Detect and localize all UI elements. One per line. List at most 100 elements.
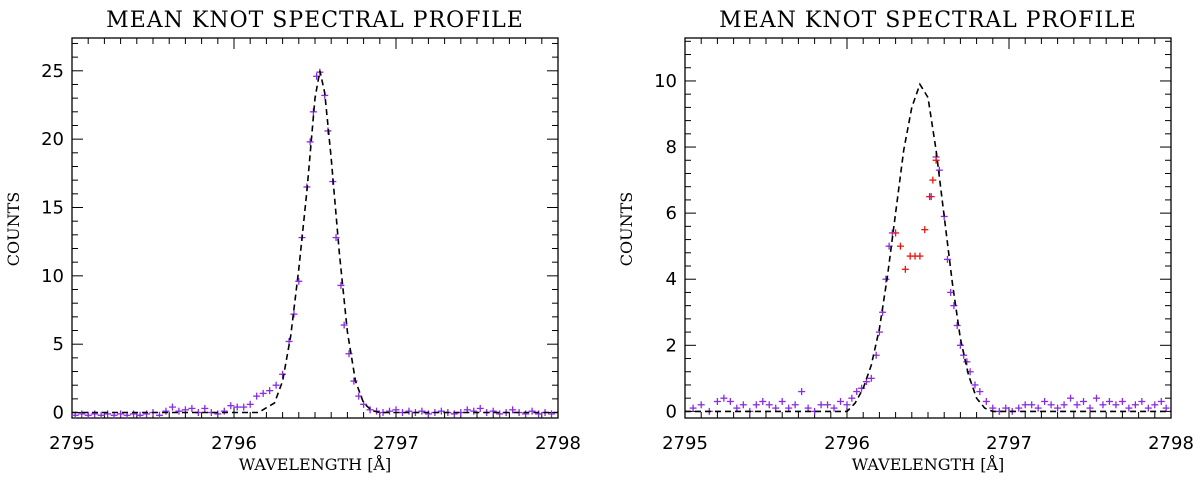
data-point — [117, 410, 125, 418]
data-point — [489, 407, 497, 415]
data-point — [1073, 401, 1081, 409]
data-point — [817, 401, 825, 409]
y-axis-label: COUNTS — [4, 192, 23, 266]
data-point — [259, 389, 267, 397]
data-point — [1021, 401, 1029, 409]
data-point — [848, 394, 856, 402]
x-tick-label: 2797 — [986, 433, 1032, 454]
data-point — [366, 406, 374, 414]
fit-curve — [685, 82, 1171, 413]
data-point — [246, 400, 254, 408]
data-point — [162, 407, 170, 415]
highlight-data-point — [901, 265, 909, 273]
data-point — [752, 401, 760, 409]
data-point — [785, 404, 793, 412]
x-tick-label: 2796 — [211, 433, 257, 454]
data-point — [950, 302, 958, 310]
data-point — [233, 403, 241, 411]
data-point — [548, 410, 556, 418]
data-point — [285, 337, 293, 345]
data-point — [956, 341, 964, 349]
data-point — [1157, 397, 1165, 405]
data-point — [355, 392, 363, 400]
data-point — [1118, 397, 1126, 405]
data-point — [528, 407, 536, 415]
highlight-data-point — [929, 176, 937, 184]
chart-title: MEAN KNOT SPECTRAL PROFILE — [719, 8, 1137, 33]
data-point — [739, 401, 747, 409]
y-tick-label: 6 — [666, 203, 677, 224]
y-tick-label: 0 — [666, 401, 677, 422]
y-tick-label: 25 — [41, 61, 64, 82]
data-point — [136, 411, 144, 419]
data-point — [1092, 394, 1100, 402]
x-tick-label: 2798 — [1148, 433, 1194, 454]
data-point — [1034, 404, 1042, 412]
x-tick-label: 2796 — [824, 433, 870, 454]
data-point — [778, 397, 786, 405]
x-axis-label: WAVELENGTH [Å] — [239, 454, 391, 474]
data-point — [843, 401, 851, 409]
data-point — [1086, 404, 1094, 412]
data-point — [306, 138, 314, 146]
data-point — [1099, 401, 1107, 409]
data-point — [332, 234, 340, 242]
y-tick-label: 0 — [53, 403, 64, 424]
data-point — [155, 411, 163, 419]
data-point — [386, 407, 394, 415]
data-point — [824, 401, 832, 409]
data-point — [345, 350, 353, 358]
data-point — [337, 281, 345, 289]
data-point — [765, 401, 773, 409]
data-point — [418, 407, 426, 415]
data-point — [989, 404, 997, 412]
data-point — [272, 381, 280, 389]
data-point — [84, 411, 92, 419]
data-point — [953, 321, 961, 329]
highlight-data-point — [921, 226, 929, 234]
data-point — [1060, 401, 1068, 409]
right-chart: MEAN KNOT SPECTRAL PROFILE WAVELENGTH [Å… — [617, 8, 1194, 474]
data-point — [476, 404, 484, 412]
data-point — [867, 374, 875, 382]
data-point — [201, 404, 209, 412]
y-tick-label: 8 — [666, 137, 677, 158]
data-point — [713, 397, 721, 405]
fit-curve — [72, 70, 558, 414]
data-point — [759, 397, 767, 405]
data-point — [971, 381, 979, 389]
data-point — [772, 404, 780, 412]
data-point — [424, 410, 432, 418]
data-point — [450, 410, 458, 418]
data-point — [733, 404, 741, 412]
data-point — [982, 397, 990, 405]
data-point — [175, 407, 183, 415]
data-point — [697, 401, 705, 409]
data-point — [837, 397, 845, 405]
data-point — [168, 403, 176, 411]
data-point — [130, 410, 138, 418]
data-point — [976, 388, 984, 396]
data-point — [798, 388, 806, 396]
data-point — [266, 387, 274, 395]
plot-frame — [684, 37, 1172, 419]
highlight-data-point — [892, 229, 900, 237]
data-point — [1131, 401, 1139, 409]
data-point — [1002, 404, 1010, 412]
highlight-data-point — [932, 156, 940, 164]
data-point — [1054, 404, 1062, 412]
data-point — [220, 407, 228, 415]
data-point — [405, 407, 413, 415]
data-point — [104, 410, 112, 418]
data-point — [1080, 397, 1088, 405]
highlight-data-point — [916, 252, 924, 260]
highlight-data-point — [896, 242, 904, 250]
left-chart: MEAN KNOT SPECTRAL PROFILE WAVELENGTH [Å… — [4, 8, 581, 474]
data-point — [726, 397, 734, 405]
data-point — [340, 321, 348, 329]
data-point — [214, 410, 222, 418]
data-point — [882, 275, 890, 283]
data-point — [830, 404, 838, 412]
data-point — [360, 400, 368, 408]
